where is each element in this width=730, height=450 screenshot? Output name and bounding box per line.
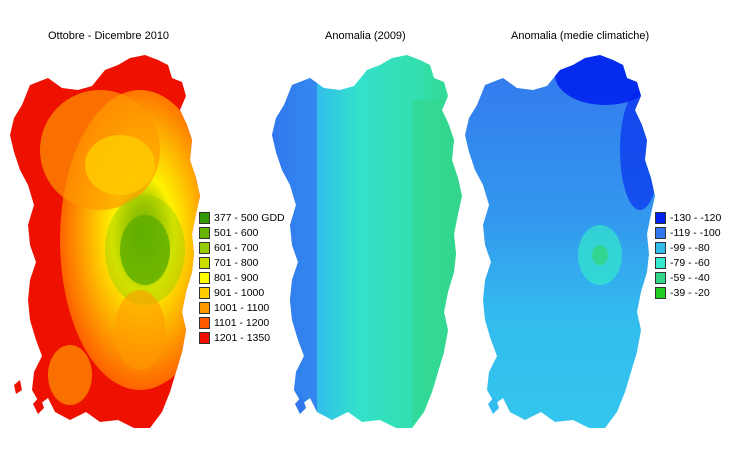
map-anomaly-climate <box>465 55 655 428</box>
legend-swatch <box>199 241 210 254</box>
legend-item: 601 - 700 <box>199 240 285 255</box>
legend-swatch <box>199 301 210 314</box>
map-anomaly-2009 <box>272 55 462 428</box>
legend-swatch <box>199 286 210 299</box>
legend-swatch <box>199 331 210 344</box>
panel-title-anomaly-2009: Anomalia (2009) <box>325 30 406 42</box>
legend-swatch <box>655 256 666 269</box>
legend-label: -130 - -120 <box>670 211 722 224</box>
map-gdd <box>10 55 200 428</box>
legend-item: -79 - -60 <box>655 255 721 270</box>
legend-label: 801 - 900 <box>214 271 259 284</box>
legend-swatch <box>655 271 666 284</box>
legend-item: -59 - -40 <box>655 270 721 285</box>
legend-item: -119 - -100 <box>655 225 721 240</box>
legend-swatch <box>655 286 666 299</box>
legend-item: 801 - 900 <box>199 270 285 285</box>
legend-item: 901 - 1000 <box>199 285 285 300</box>
legend-label: -99 - -80 <box>670 241 710 254</box>
legend-swatch <box>199 271 210 284</box>
legend-anomaly: -130 - -120 -119 - -100 -99 - -80 -79 - … <box>655 210 721 300</box>
legend-item: -99 - -80 <box>655 240 721 255</box>
legend-swatch <box>655 241 666 254</box>
legend-item: 1001 - 1100 <box>199 300 285 315</box>
legend-item: 501 - 600 <box>199 225 285 240</box>
legend-label: -39 - -20 <box>670 286 710 299</box>
legend-label: 377 - 500 GDD <box>214 211 285 224</box>
legend-label: 601 - 700 <box>214 241 259 254</box>
legend-label: 501 - 600 <box>214 226 259 239</box>
legend-label: -119 - -100 <box>670 226 721 239</box>
legend-label: -59 - -40 <box>670 271 710 284</box>
legend-label: -79 - -60 <box>670 256 710 269</box>
legend-label: 1201 - 1350 <box>214 331 271 344</box>
legend-swatch <box>655 211 666 224</box>
legend-label: 901 - 1000 <box>214 286 265 299</box>
legend-swatch <box>199 226 210 239</box>
legend-item: -39 - -20 <box>655 285 721 300</box>
legend-swatch <box>199 256 210 269</box>
panel-title-gdd: Ottobre - Dicembre 2010 <box>48 30 170 42</box>
legend-swatch <box>199 316 210 329</box>
legend-item: 377 - 500 GDD <box>199 210 285 225</box>
legend-label: 1001 - 1100 <box>214 301 270 314</box>
legend-swatch <box>199 211 210 224</box>
legend-item: 1101 - 1200 <box>199 315 285 330</box>
legend-item: 1201 - 1350 <box>199 330 285 345</box>
legend-item: -130 - -120 <box>655 210 721 225</box>
legend-label: 1101 - 1200 <box>214 316 270 329</box>
legend-label: 701 - 800 <box>214 256 259 269</box>
panel-title-anomaly-climate: Anomalia (medie climatiche) <box>511 30 650 42</box>
legend-item: 701 - 800 <box>199 255 285 270</box>
legend-gdd: 377 - 500 GDD 501 - 600 601 - 700 701 - … <box>199 210 285 345</box>
legend-swatch <box>655 226 666 239</box>
